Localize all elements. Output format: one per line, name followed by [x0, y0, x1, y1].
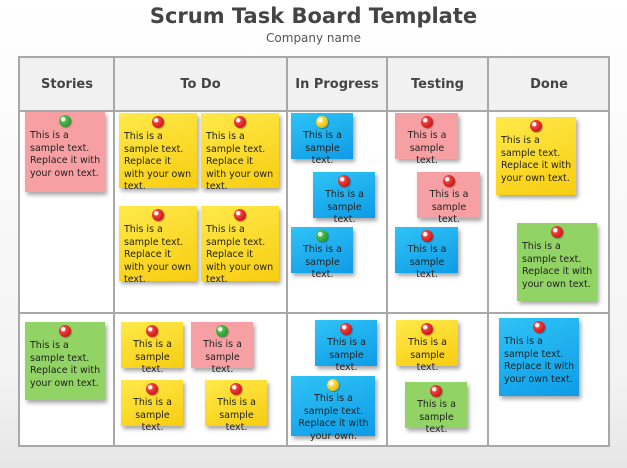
note-text: This is a sample text. [429, 189, 469, 225]
sticky-note[interactable]: This is a sample text. [205, 380, 267, 433]
sticky-note[interactable]: This is a sample text. [396, 320, 458, 373]
divider [386, 58, 388, 445]
column-header-in-progress: In Progress [295, 76, 379, 92]
pushpin-icon [146, 383, 158, 395]
pushpin-icon [152, 116, 164, 128]
page-title: Scrum Task Board Template [149, 4, 478, 28]
divider [487, 58, 489, 445]
company-name: Company name [266, 31, 361, 45]
note-text: This is a sample text. [417, 399, 456, 435]
sticky-note[interactable]: This is a sample text. [191, 322, 253, 375]
pushpin-icon [146, 325, 158, 337]
pushpin-icon [152, 209, 164, 221]
sticky-note[interactable]: This is a sample text. Replace it with y… [25, 322, 105, 400]
note-text: This is a sample text. Replace it with y… [501, 135, 572, 184]
sticky-note[interactable]: This is a sample text. Replace it with y… [517, 223, 597, 301]
sticky-note[interactable]: This is a sample text. Replace it with y… [496, 117, 576, 195]
sticky-note[interactable]: This is a sample text. [315, 320, 377, 373]
pushpin-icon [59, 115, 71, 127]
pushpin-icon [338, 175, 350, 187]
note-text: This is a sample text. Replace it with y… [124, 224, 192, 285]
sticky-note[interactable]: This is a sample text. [121, 380, 183, 433]
note-text: This is a sample text. [203, 339, 242, 375]
pushpin-icon [216, 325, 228, 337]
note-text: This is a sample text. [133, 339, 172, 375]
column-header-testing: Testing [411, 76, 464, 92]
sticky-note[interactable]: This is a sample text. [313, 172, 375, 225]
pushpin-icon [340, 323, 352, 335]
sticky-note[interactable]: This is a sample text. Replace it with y… [201, 113, 279, 192]
sticky-note[interactable]: This is a sample text. [417, 172, 480, 225]
sticky-note[interactable]: This is a sample text. Replace it with y… [119, 206, 197, 285]
pushpin-icon [533, 321, 545, 333]
column-header-done: Done [530, 76, 568, 92]
note-text: This is a sample text. [303, 130, 342, 166]
pushpin-icon [442, 175, 455, 187]
pushpin-icon [551, 226, 563, 238]
pushpin-icon [420, 230, 433, 242]
sticky-note[interactable]: This is a sample text. [291, 227, 353, 280]
note-text: This is a sample text. [217, 397, 256, 433]
pushpin-icon [420, 116, 433, 128]
divider [113, 58, 115, 445]
divider [286, 58, 288, 445]
pushpin-icon [316, 230, 328, 242]
sticky-note[interactable]: This is a sample text. Replace it with y… [25, 112, 105, 192]
note-text: This is a sample text. [303, 244, 342, 280]
sticky-note[interactable]: This is a sample text. [395, 113, 458, 166]
note-text: This is a sample text. Replace it with y… [504, 336, 575, 385]
row-divider [20, 312, 608, 314]
note-text: This is a sample text. Replace it with y… [206, 224, 274, 285]
pushpin-icon [530, 120, 542, 132]
note-text: This is a sample text. Replace it with y… [124, 131, 192, 192]
pushpin-icon [327, 379, 339, 391]
note-text: This is a sample text. Replace it with y… [522, 241, 593, 290]
sticky-note[interactable]: This is a sample text. Replace it with y… [499, 318, 579, 396]
note-text: This is a sample text. [325, 189, 364, 225]
sticky-note[interactable]: This is a sample text. [395, 227, 458, 280]
sticky-note[interactable]: This is a sample text. Replace it with y… [291, 376, 375, 442]
note-text: This is a sample text. [407, 130, 447, 166]
board-header [20, 58, 608, 112]
note-text: This is a sample text. Replace it with y… [206, 131, 274, 192]
pushpin-icon [230, 383, 242, 395]
pushpin-icon [234, 209, 246, 221]
pushpin-icon [234, 116, 246, 128]
note-text: This is a sample text. [407, 244, 447, 280]
note-text: This is a sample text. [327, 337, 366, 373]
sticky-note[interactable]: This is a sample text. [121, 322, 183, 375]
note-text: This is a sample text. [133, 397, 172, 433]
sticky-note[interactable]: This is a sample text. Replace it with y… [119, 113, 197, 192]
note-text: This is a sample text. Replace it with y… [298, 393, 369, 442]
pushpin-icon [59, 325, 71, 337]
note-text: This is a sample text. Replace it with y… [30, 340, 101, 389]
sticky-note[interactable]: This is a sample text. [405, 382, 467, 435]
pushpin-icon [430, 385, 442, 397]
column-header-todo: To Do [180, 76, 221, 92]
note-text: This is a sample text. [408, 337, 447, 373]
sticky-note[interactable]: This is a sample text. [291, 113, 353, 166]
sticky-note[interactable]: This is a sample text. Replace it with y… [201, 206, 279, 285]
pushpin-icon [316, 116, 328, 128]
column-header-stories: Stories [41, 76, 93, 92]
pushpin-icon [421, 323, 433, 335]
note-text: This is a sample text. Replace it with y… [30, 130, 101, 179]
